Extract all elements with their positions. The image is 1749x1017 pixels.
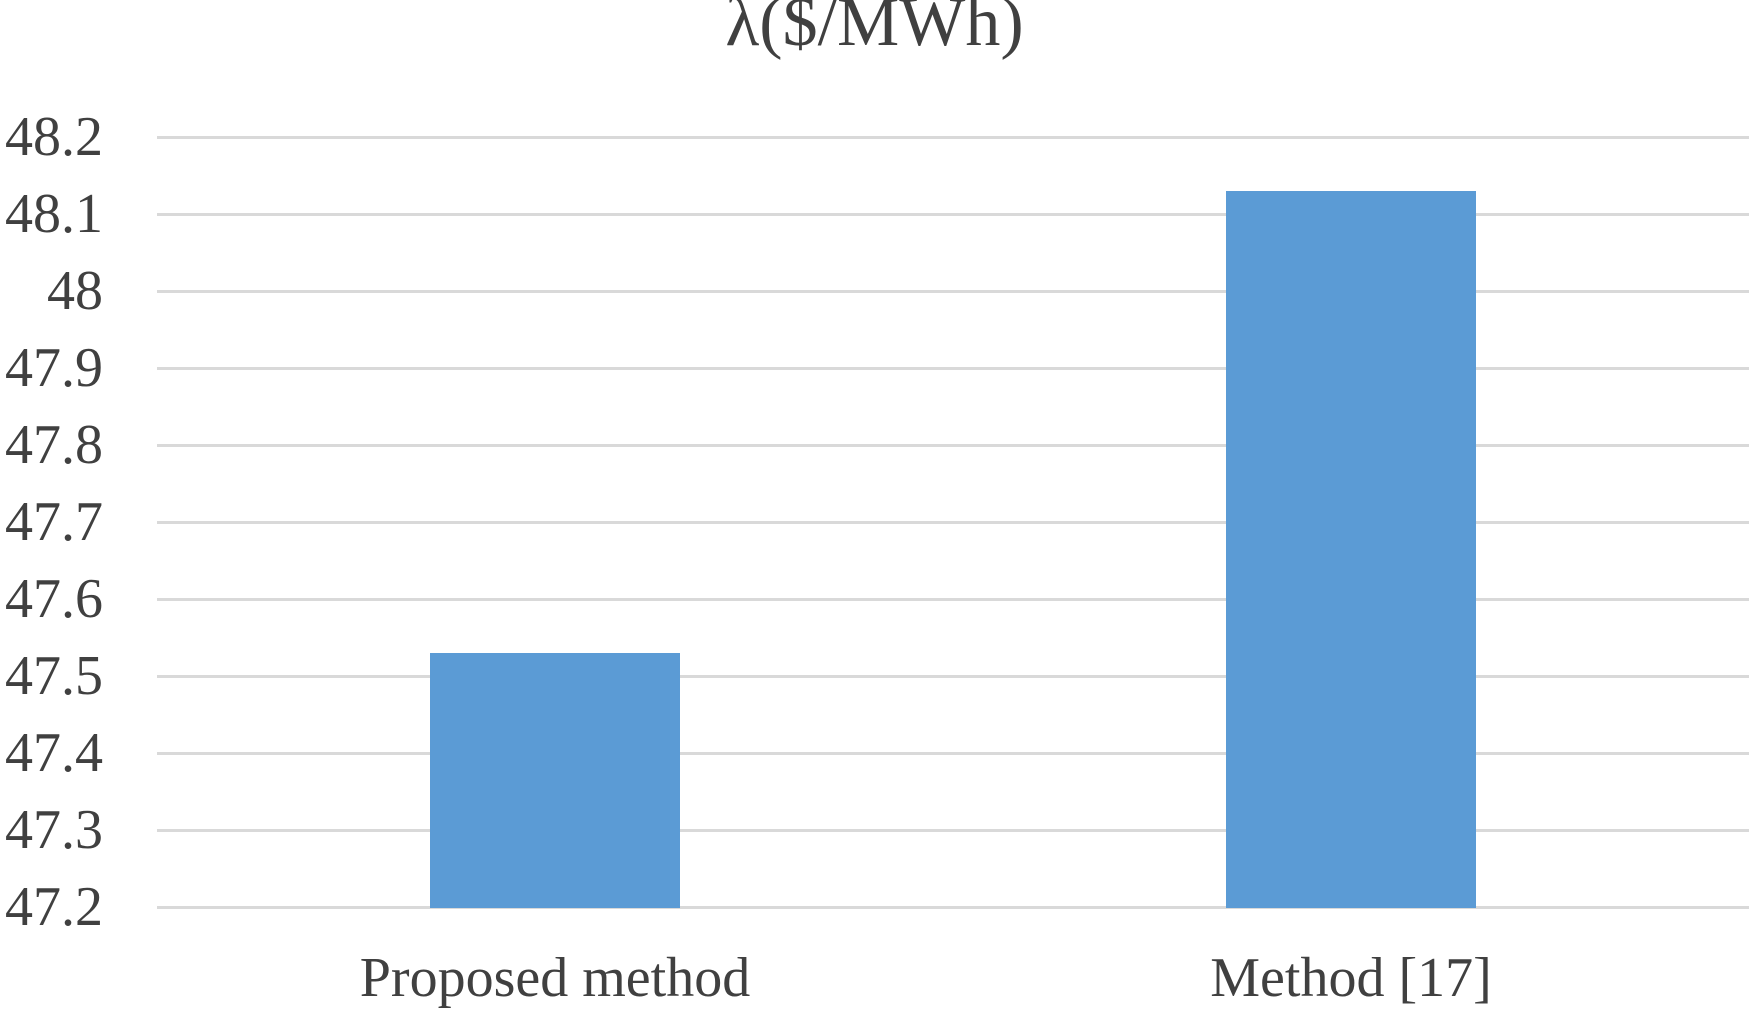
gridline — [157, 752, 1749, 755]
gridline — [157, 906, 1749, 909]
y-axis-tick-label: 47.4 — [5, 722, 103, 784]
y-axis-tick-label: 48.1 — [5, 183, 103, 245]
gridline — [157, 444, 1749, 447]
bar — [1226, 191, 1476, 908]
bar — [430, 653, 680, 908]
gridline — [157, 290, 1749, 293]
gridline — [157, 521, 1749, 524]
y-axis-tick-label: 48.2 — [5, 106, 103, 168]
chart-title: λ($/MWh) — [725, 0, 1024, 61]
y-axis-tick-label: 47.5 — [5, 645, 103, 707]
x-axis-category-label: Proposed method — [359, 947, 751, 1009]
gridline — [157, 598, 1749, 601]
gridline — [157, 829, 1749, 832]
gridline — [157, 367, 1749, 370]
x-axis-category-label: Method [17] — [1210, 947, 1492, 1009]
gridline — [157, 136, 1749, 139]
y-axis-tick-label: 48 — [47, 260, 103, 322]
y-axis-tick-label: 47.2 — [5, 876, 103, 938]
y-axis-tick-label: 47.8 — [5, 414, 103, 476]
y-axis-tick-label: 47.3 — [5, 799, 103, 861]
y-axis-tick-label: 47.6 — [5, 568, 103, 630]
gridline — [157, 675, 1749, 678]
y-axis-tick-label: 47.9 — [5, 337, 103, 399]
y-axis-tick-label: 47.7 — [5, 491, 103, 553]
gridline — [157, 213, 1749, 216]
